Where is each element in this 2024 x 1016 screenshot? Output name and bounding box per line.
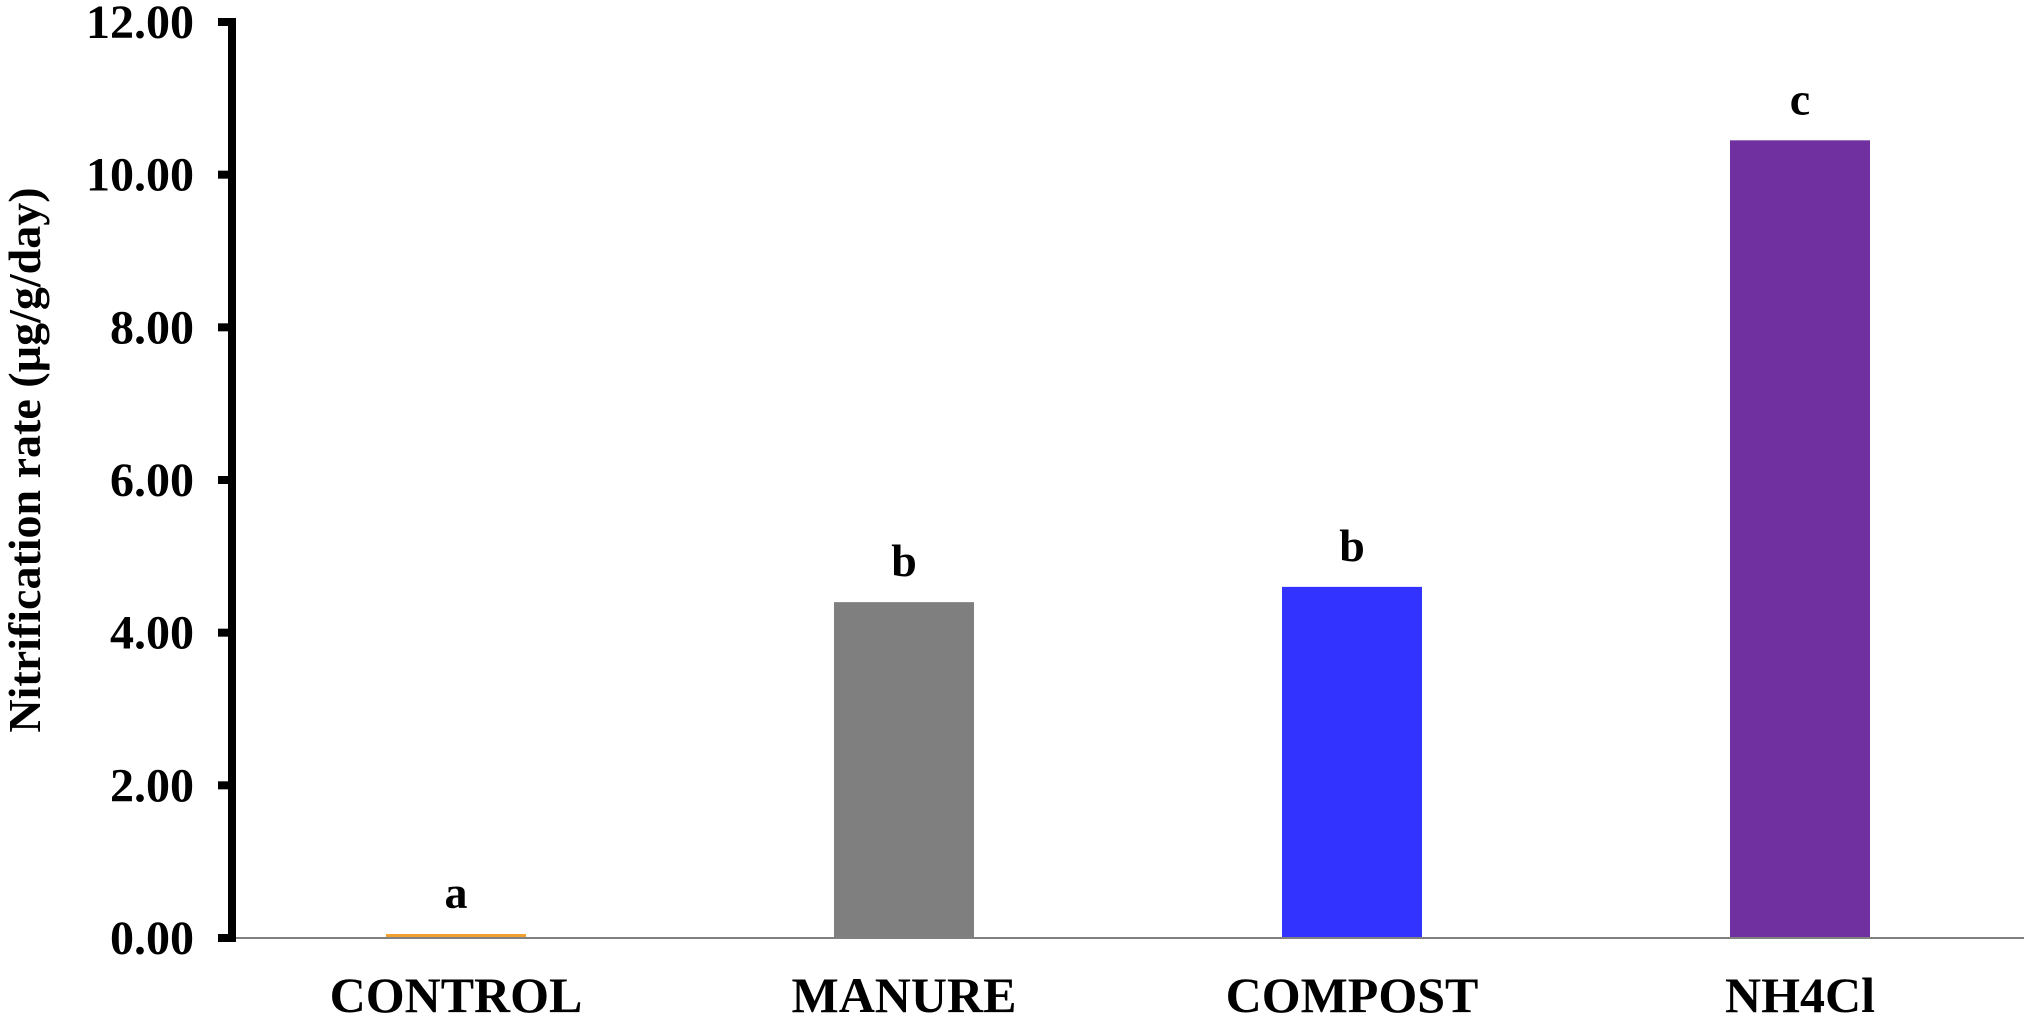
y-tick-label: 2.00 <box>110 759 194 812</box>
significance-labels: a b b c <box>445 73 1811 918</box>
x-category-label: NH4Cl <box>1725 967 1875 1016</box>
y-tick-label: 8.00 <box>110 301 194 354</box>
significance-letter: b <box>1339 520 1365 571</box>
y-tick-label: 12.00 <box>86 0 194 49</box>
x-axis-category-labels: CONTROL MANURE COMPOST NH4Cl <box>330 967 1876 1016</box>
significance-letter: a <box>445 867 468 918</box>
y-tick-label: 4.00 <box>110 607 194 660</box>
y-tick-label: 0.00 <box>110 912 194 965</box>
significance-letter: b <box>891 535 917 586</box>
x-category-label: COMPOST <box>1226 967 1479 1016</box>
bar-control <box>386 934 526 938</box>
bar-manure <box>834 602 974 938</box>
x-category-label: CONTROL <box>330 967 583 1016</box>
y-axis-title: Nitrification rate (µg/g/day) <box>0 187 50 732</box>
bars-group <box>386 140 1870 939</box>
y-tick-label: 6.00 <box>110 454 194 507</box>
bar-nh4cl <box>1730 140 1870 939</box>
x-category-label: MANURE <box>792 967 1017 1016</box>
y-axis-ticks: 0.00 2.00 4.00 6.00 8.00 10.00 12.00 <box>86 0 232 965</box>
y-tick-label: 10.00 <box>86 149 194 202</box>
bar-compost <box>1282 586 1422 938</box>
significance-letter: c <box>1790 73 1810 124</box>
